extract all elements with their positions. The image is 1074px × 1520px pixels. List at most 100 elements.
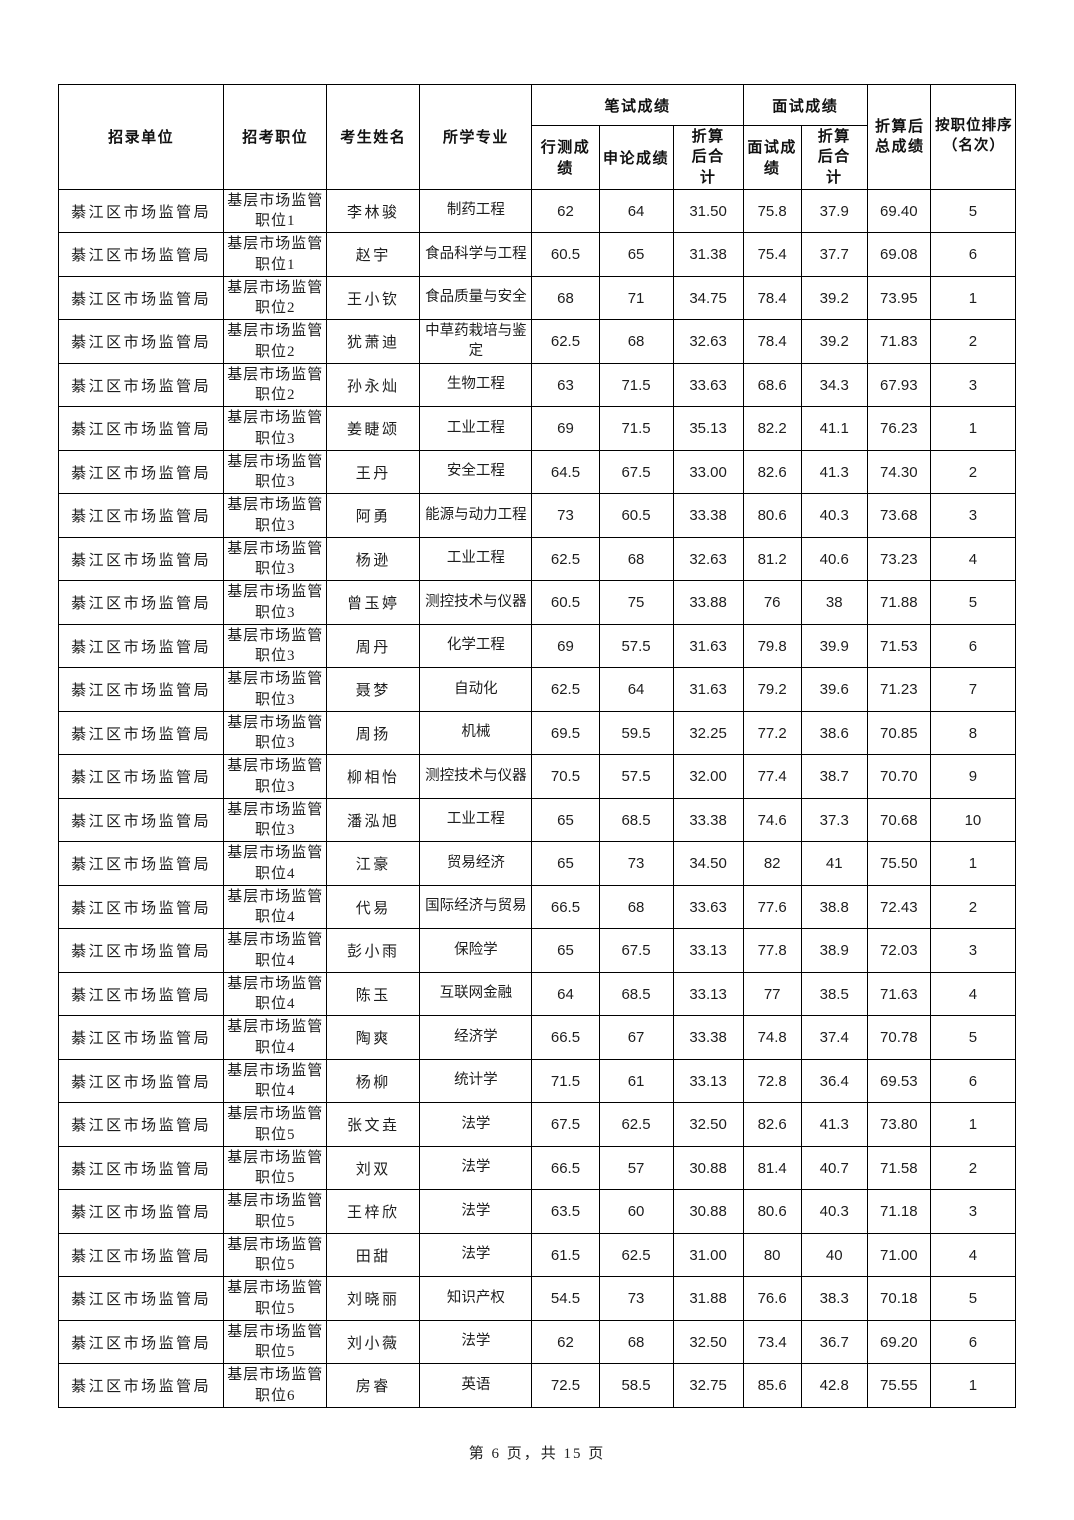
name-cell: 王梓欣 (326, 1189, 421, 1234)
interview-cell: 81.2 (742, 536, 802, 582)
name-cell: 阿勇 (326, 493, 421, 538)
shenlun-cell: 61 (598, 1058, 674, 1104)
xingce-cell: 61.5 (531, 1232, 600, 1278)
name-cell: 潘泓旭 (326, 797, 421, 843)
written-total-cell: 34.75 (672, 275, 744, 321)
major-cell: 食品科学与工程 (419, 232, 533, 277)
written-total-cell: 31.63 (672, 623, 744, 669)
xingce-cell: 71.5 (531, 1058, 600, 1104)
table-row: 綦江区市场监管局 基层市场监管职位4 陈玉 互联网金融 64 68.5 33.13 77 38.… (57, 971, 1017, 1017)
table-row: 綦江区市场监管局 基层市场监管职位1 赵宇 食品科学与工程 60.5 65 31.38 75.… (57, 232, 1017, 277)
rank-cell: 1 (929, 1102, 1017, 1147)
written-total-cell: 32.63 (672, 536, 744, 582)
position-cell: 基层市场监管职位3 (223, 710, 328, 756)
written-total-cell: 30.88 (672, 1189, 744, 1234)
interview-total-cell: 41 (800, 841, 868, 886)
final-total-cell: 72.43 (866, 884, 931, 930)
shenlun-cell: 64 (598, 188, 674, 234)
final-total-cell: 71.23 (866, 667, 931, 712)
table-row: 綦江区市场监管局 基层市场监管职位3 王丹 安全工程 64.5 67.5 33.00 82.6… (57, 449, 1017, 495)
written-total-cell: 33.13 (672, 971, 744, 1017)
final-total-cell: 74.30 (866, 449, 931, 495)
interview-total-cell: 39.6 (800, 667, 868, 712)
table-body: 綦江区市场监管局 基层市场监管职位1 李林骏 制药工程 62 64 31.50 75.8 37.… (57, 188, 1017, 1408)
unit-cell: 綦江区市场监管局 (57, 1189, 225, 1234)
unit-cell: 綦江区市场监管局 (57, 1363, 225, 1408)
final-total-cell: 69.40 (866, 188, 931, 234)
major-cell: 测控技术与仪器 (419, 580, 533, 625)
major-cell: 机械 (419, 710, 533, 756)
major-cell: 自动化 (419, 667, 533, 712)
xingce-cell: 69 (531, 623, 600, 669)
major-cell: 保险学 (419, 928, 533, 973)
final-total-cell: 70.18 (866, 1276, 931, 1321)
interview-total-cell: 37.4 (800, 1015, 868, 1060)
position-cell: 基层市场监管职位3 (223, 797, 328, 843)
shenlun-cell: 73 (598, 841, 674, 886)
name-cell: 陈玉 (326, 971, 421, 1017)
unit-cell: 綦江区市场监管局 (57, 1276, 225, 1321)
rank-cell: 6 (929, 232, 1017, 277)
xingce-cell: 63 (531, 362, 600, 408)
final-total-cell: 72.03 (866, 928, 931, 973)
interview-cell: 77.4 (742, 754, 802, 799)
header-name: 考生姓名 (326, 84, 421, 190)
interview-cell: 75.8 (742, 188, 802, 234)
header-interview-total: 折算后合计 (800, 125, 868, 190)
interview-total-cell: 41.3 (800, 449, 868, 495)
unit-cell: 綦江区市场监管局 (57, 362, 225, 408)
rank-cell: 9 (929, 754, 1017, 799)
interview-cell: 80.6 (742, 1189, 802, 1234)
position-cell: 基层市场监管职位3 (223, 667, 328, 712)
xingce-cell: 69 (531, 406, 600, 451)
final-total-cell: 71.00 (866, 1232, 931, 1278)
shenlun-cell: 68 (598, 1319, 674, 1365)
written-total-cell: 33.38 (672, 493, 744, 538)
unit-cell: 綦江区市场监管局 (57, 1145, 225, 1191)
final-total-cell: 70.68 (866, 797, 931, 843)
position-cell: 基层市场监管职位4 (223, 971, 328, 1017)
name-cell: 曾玉婷 (326, 580, 421, 625)
shenlun-cell: 67.5 (598, 449, 674, 495)
final-total-cell: 71.83 (866, 319, 931, 364)
final-total-cell: 71.88 (866, 580, 931, 625)
written-total-cell: 33.63 (672, 884, 744, 930)
shenlun-cell: 60.5 (598, 493, 674, 538)
table-row: 綦江区市场监管局 基层市场监管职位4 彭小雨 保险学 65 67.5 33.13 77.8 38… (57, 928, 1017, 973)
rank-cell: 3 (929, 362, 1017, 408)
table-row: 綦江区市场监管局 基层市场监管职位3 周扬 机械 69.5 59.5 32.25 77.2 38… (57, 710, 1017, 756)
rank-cell: 7 (929, 667, 1017, 712)
shenlun-cell: 71 (598, 275, 674, 321)
unit-cell: 綦江区市场监管局 (57, 1015, 225, 1060)
name-cell: 周扬 (326, 710, 421, 756)
major-cell: 法学 (419, 1102, 533, 1147)
name-cell: 李林骏 (326, 188, 421, 234)
major-cell: 工业工程 (419, 536, 533, 582)
written-total-cell: 33.13 (672, 1058, 744, 1104)
rank-cell: 6 (929, 1319, 1017, 1365)
final-total-cell: 73.68 (866, 493, 931, 538)
shenlun-cell: 68 (598, 884, 674, 930)
position-cell: 基层市场监管职位2 (223, 319, 328, 364)
position-cell: 基层市场监管职位4 (223, 1015, 328, 1060)
shenlun-cell: 62.5 (598, 1102, 674, 1147)
table-row: 綦江区市场监管局 基层市场监管职位3 潘泓旭 工业工程 65 68.5 33.38 74.6 3… (57, 797, 1017, 843)
major-cell: 工业工程 (419, 406, 533, 451)
position-cell: 基层市场监管职位1 (223, 188, 328, 234)
name-cell: 田甜 (326, 1232, 421, 1278)
interview-total-cell: 38 (800, 580, 868, 625)
written-total-cell: 33.00 (672, 449, 744, 495)
interview-total-cell: 40.7 (800, 1145, 868, 1191)
major-cell: 中草药栽培与鉴定 (419, 319, 533, 364)
interview-cell: 81.4 (742, 1145, 802, 1191)
written-total-cell: 32.25 (672, 710, 744, 756)
written-total-cell: 32.50 (672, 1319, 744, 1365)
interview-total-cell: 38.3 (800, 1276, 868, 1321)
name-cell: 刘双 (326, 1145, 421, 1191)
rank-cell: 1 (929, 275, 1017, 321)
header-major: 所学专业 (419, 84, 533, 190)
header-final-total: 折算后总成绩 (866, 84, 931, 190)
final-total-cell: 73.95 (866, 275, 931, 321)
interview-cell: 73.4 (742, 1319, 802, 1365)
